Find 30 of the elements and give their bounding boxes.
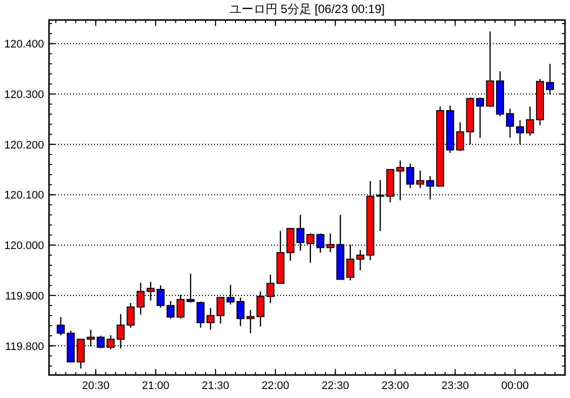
candlestick <box>406 162 414 189</box>
candlestick <box>356 250 364 271</box>
candlestick <box>416 170 424 189</box>
y-tick-label: 119.900 <box>5 290 44 302</box>
y-tick-label: 119.800 <box>5 340 44 353</box>
y-tick-label: 120.100 <box>4 190 44 202</box>
candlestick <box>246 309 254 334</box>
candlestick <box>476 96 484 138</box>
candlestick <box>506 108 514 138</box>
x-tick-label: 21:00 <box>142 380 170 392</box>
x-tick-label: 23:30 <box>441 380 469 392</box>
x-tick-label: 22:30 <box>322 380 350 392</box>
candlestick <box>236 296 244 327</box>
candlestick <box>166 300 175 320</box>
candlestick <box>56 316 65 336</box>
x-tick-label: 21:30 <box>202 380 230 392</box>
y-tick-label: 120.000 <box>4 240 44 252</box>
y-tick-label: 120.200 <box>4 139 44 152</box>
x-tick-label: 20:30 <box>82 380 110 392</box>
x-tick-label: 22:00 <box>262 380 290 392</box>
x-tick-label: 23:00 <box>381 380 409 392</box>
y-tick-label: 120.300 <box>4 89 44 102</box>
candlestick <box>526 106 534 136</box>
candlestick <box>206 307 215 330</box>
chart-title: ユーロ円 5分足 [06/23 00:19] <box>229 2 385 16</box>
candlestick <box>196 300 205 328</box>
y-tick-label: 120.400 <box>4 38 44 51</box>
candlestick <box>126 302 135 328</box>
candlestick <box>186 273 195 304</box>
x-tick-label: 00:00 <box>501 380 529 392</box>
